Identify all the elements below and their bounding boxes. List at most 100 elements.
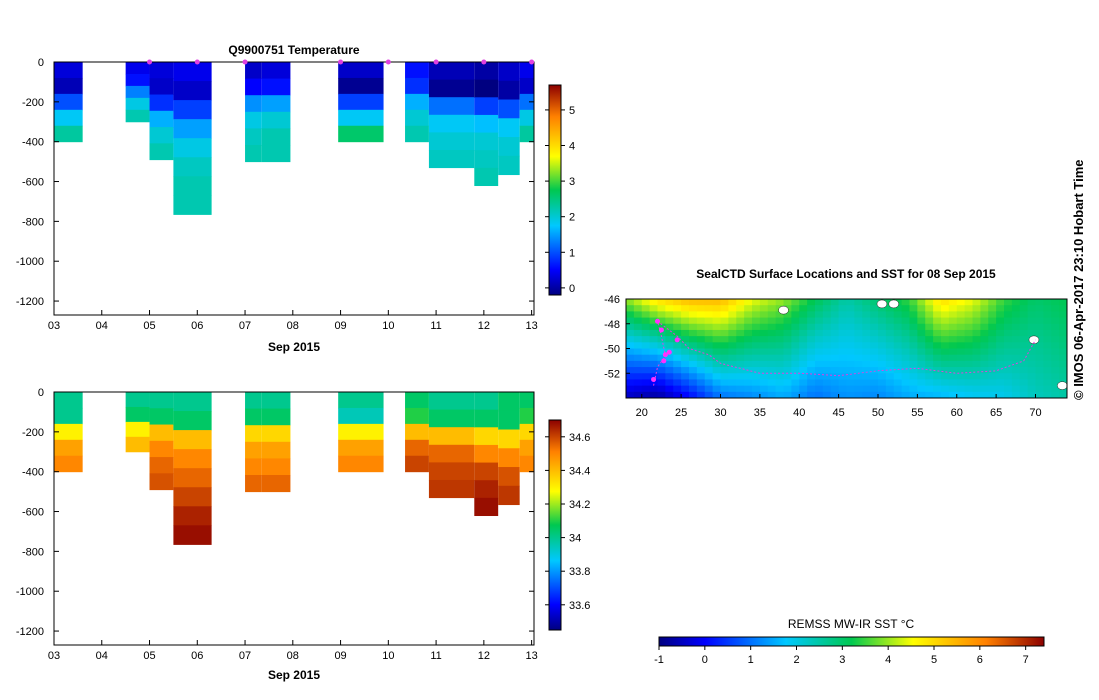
sst-cell [681,379,690,387]
sst-cell [767,373,777,381]
sst-cell [925,354,934,362]
sst-cell [649,329,659,337]
sst-cell [885,317,895,325]
sst-cell [948,323,958,331]
sst-cell [854,373,863,381]
sst-cell [964,342,974,350]
sst-cell [964,323,974,331]
profile-cell [245,78,262,96]
temperature-profiles [54,62,534,215]
sst-cell [728,336,737,343]
sst-cell [925,317,934,325]
profile-cell [149,424,174,442]
surface-marker [385,59,391,65]
sst-cell [775,354,785,362]
profile-cell [149,110,174,128]
sst-cell [925,329,934,337]
profile-cell [498,80,520,101]
sst-cell [854,317,863,325]
sst-cell [1011,317,1021,325]
sst-cell [948,354,958,362]
x-tick-label: 03 [48,320,60,332]
sst-cell [767,354,777,362]
sst-cell [996,367,1005,374]
sst-cell [720,305,729,312]
sst-cell [901,348,911,356]
sst-cell [838,360,848,368]
profile-cell [173,430,212,450]
profile-cell [428,114,475,133]
sst-cell [712,329,722,337]
sst-cell [909,305,918,312]
sst-cell [704,391,714,398]
sst-cell [626,317,635,325]
sst-cell [767,323,777,331]
sst-cell [704,385,714,393]
sst-cell [626,329,635,337]
sst-cell [1051,311,1060,319]
land-patch [1057,381,1067,390]
sst-cell [728,305,737,312]
sst-cell [657,317,666,325]
sst-cell [736,305,745,312]
sst-cell [759,367,769,374]
profile-cell [54,439,83,457]
sst-cell [791,354,800,362]
colorbar-tick-label: 1 [569,247,575,259]
sst-cell [878,379,887,387]
sst-cell [941,311,950,319]
sst-colorbar-label: REMSS MW-IR SST °C [788,617,915,631]
sst-cell [972,385,981,393]
sst-cell [830,317,840,325]
sst-cell [704,329,714,337]
colorbar-tick-label: 3 [569,176,575,188]
sst-cell [767,360,777,368]
sst-cell [822,311,832,319]
sst-cell [673,379,682,387]
sst-cell [696,379,706,387]
sst-cell [917,354,926,362]
profile-cell [428,427,475,446]
sst-cell [752,323,761,331]
sst-cell [838,367,848,374]
sst-cell [941,299,950,306]
surface-marker [147,59,153,65]
sst-cell [1027,373,1037,381]
sst-cell [704,317,714,325]
sst-cell [720,323,729,331]
sst-cell [901,354,911,362]
sst-cell [799,354,808,362]
sst-cell [878,348,887,356]
profile-cell [173,468,212,488]
sst-cell [980,336,989,343]
sst-cell [1035,323,1044,331]
sst-cell [657,348,666,356]
sst-cell [815,348,824,356]
sst-cell [696,360,706,368]
sst-cell [736,329,745,337]
sst-cell [925,323,934,331]
sst-cell [822,373,832,381]
sst-cell [815,299,824,306]
sst-cell [783,342,792,350]
sst-cell [1035,348,1044,356]
x-tick-label: 06 [191,650,203,662]
sst-cell [1019,299,1029,306]
profile-cell [245,62,262,80]
sst-cell [1035,391,1044,398]
sst-cell [1027,323,1037,331]
salinity-x-label: Sep 2015 [268,668,320,682]
profile-cell [498,155,520,176]
sst-cell [838,336,848,343]
sst-cell [956,360,966,368]
sst-cell [964,305,974,312]
profile-cell [405,455,429,473]
sst-colorbar-ticks: -1 0 1 2 3 4 5 6 7 [654,646,1029,666]
sst-cell [830,367,840,374]
profile-cell [149,392,174,409]
sst-cell [1004,299,1013,306]
sst-cell [917,336,926,343]
sst-cell [633,329,643,337]
sst-cell [1035,385,1044,393]
sst-cell [681,385,690,393]
